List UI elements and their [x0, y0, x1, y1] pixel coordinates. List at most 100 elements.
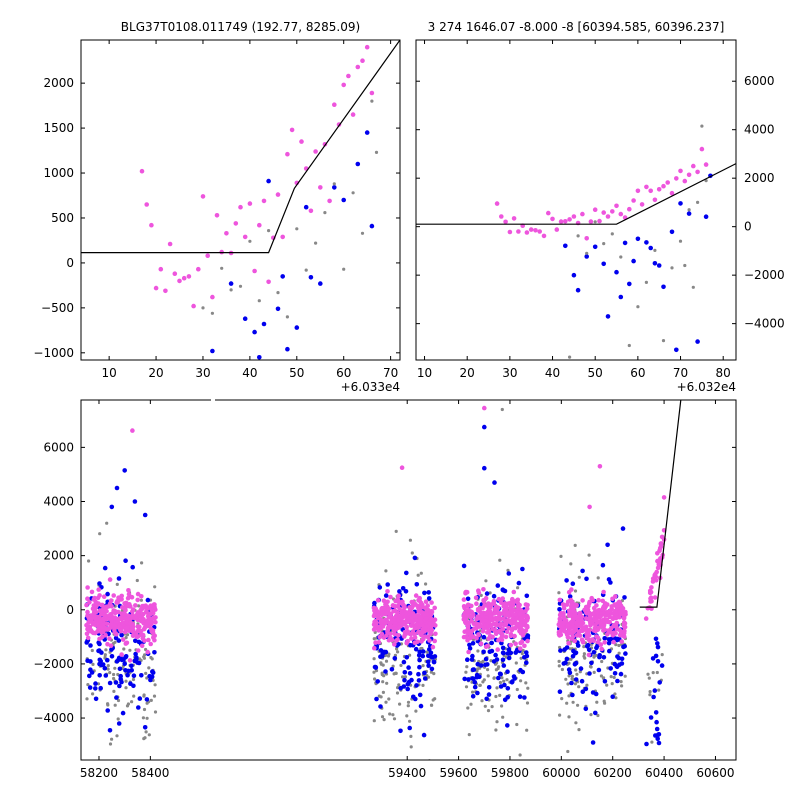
data-point	[519, 616, 525, 621]
data-point	[475, 661, 481, 667]
data-point	[242, 234, 248, 240]
data-point	[148, 641, 153, 647]
data-point	[577, 611, 583, 617]
data-point	[214, 213, 220, 218]
data-point	[137, 696, 143, 701]
data-point	[494, 201, 500, 206]
y-tick-label: 0	[66, 603, 74, 617]
data-point	[605, 214, 611, 219]
data-point	[579, 618, 584, 624]
data-point	[635, 188, 641, 194]
data-point	[607, 637, 612, 643]
data-point	[385, 582, 391, 587]
data-point	[429, 666, 435, 672]
data-point	[609, 675, 613, 679]
data-point	[541, 233, 547, 239]
data-point	[85, 609, 90, 615]
data-point	[490, 705, 494, 709]
x-tick-label: 30	[502, 366, 517, 380]
data-point	[627, 281, 632, 287]
data-point	[416, 573, 420, 577]
data-point	[120, 637, 126, 642]
data-point	[562, 629, 568, 634]
data-point	[656, 263, 662, 268]
data-point	[419, 647, 423, 651]
data-point	[392, 656, 398, 661]
data-point	[416, 629, 421, 635]
data-point	[659, 541, 664, 546]
data-point	[372, 619, 377, 625]
data-point	[695, 339, 700, 344]
data-point	[123, 668, 128, 673]
data-point	[570, 581, 576, 586]
data-point	[113, 635, 119, 641]
data-point	[583, 706, 589, 712]
data-point	[622, 644, 627, 649]
data-point	[464, 685, 469, 689]
data-point	[418, 703, 424, 709]
data-point	[107, 636, 112, 641]
data-point	[294, 325, 300, 330]
data-point	[129, 663, 134, 669]
data-point	[267, 229, 271, 233]
data-point	[127, 602, 132, 607]
data-point	[482, 618, 488, 623]
y-tick-label: 0	[66, 256, 74, 270]
x-tick-label: 60200	[594, 766, 632, 780]
data-point	[113, 640, 117, 644]
data-point	[498, 680, 502, 685]
data-point	[87, 559, 91, 563]
data-point	[518, 753, 522, 757]
data-point	[621, 616, 627, 621]
data-point	[134, 655, 139, 660]
data-point	[601, 589, 606, 595]
data-point	[485, 662, 490, 667]
data-point	[655, 641, 660, 646]
data-point	[380, 671, 384, 675]
data-point	[135, 597, 140, 603]
bottom-axes-frame	[80, 399, 737, 761]
y-tick-label: 6000	[744, 74, 775, 88]
top-left-axes-frame	[80, 39, 401, 361]
data-point	[597, 653, 602, 658]
data-point	[261, 321, 267, 327]
data-point	[492, 628, 498, 633]
data-point	[563, 219, 568, 224]
data-point	[616, 655, 622, 661]
data-point	[85, 585, 90, 590]
data-point	[572, 638, 577, 644]
data-point	[648, 595, 654, 600]
data-point	[122, 612, 128, 617]
data-point	[682, 178, 688, 184]
data-point	[103, 655, 107, 660]
data-point	[414, 582, 420, 587]
data-point	[138, 657, 142, 661]
data-point	[97, 593, 102, 598]
data-point	[87, 685, 93, 690]
bottom-ticks: 58200 58400 59400 59600 59800 60000 60200 60400…	[33, 400, 736, 780]
data-point	[469, 614, 475, 619]
data-point	[126, 588, 131, 593]
data-point	[619, 661, 625, 666]
data-point	[103, 653, 107, 657]
data-point	[574, 668, 578, 672]
data-point	[669, 229, 675, 235]
data-point	[120, 609, 124, 613]
data-point	[678, 168, 683, 174]
data-point	[114, 632, 119, 637]
data-point	[586, 652, 592, 658]
data-point	[106, 703, 110, 707]
data-point	[261, 198, 267, 204]
data-point	[646, 672, 650, 676]
data-point	[407, 725, 413, 731]
data-point	[136, 705, 141, 710]
data-point	[518, 640, 523, 646]
data-point	[122, 647, 126, 651]
data-point	[135, 660, 140, 665]
data-point	[537, 229, 542, 234]
data-point	[703, 162, 709, 167]
data-point	[596, 625, 602, 630]
data-point	[648, 188, 653, 194]
data-point	[332, 102, 337, 107]
